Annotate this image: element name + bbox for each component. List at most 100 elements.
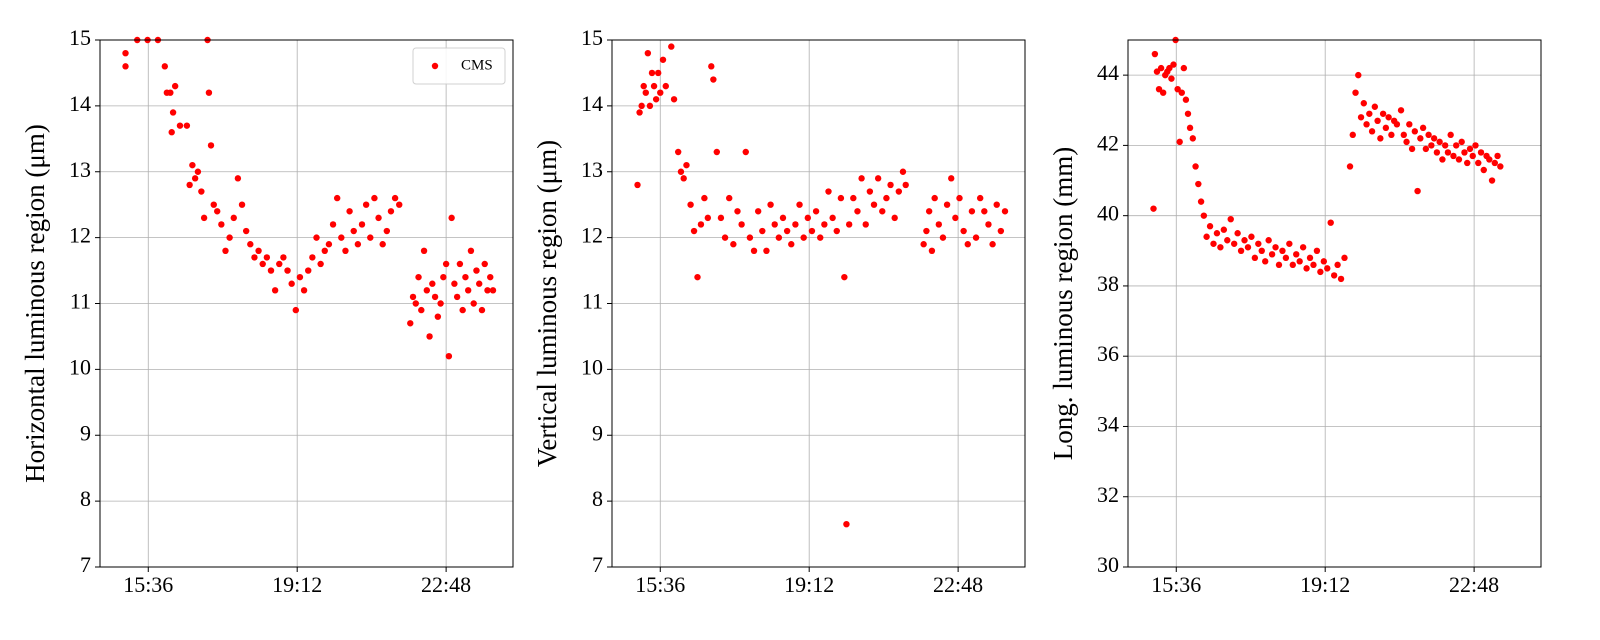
data-point: [928, 247, 936, 254]
data-point: [1306, 254, 1314, 262]
data-point: [697, 221, 705, 228]
data-point: [943, 201, 951, 208]
data-point: [833, 227, 840, 235]
data-point: [473, 267, 480, 274]
data-point: [866, 188, 874, 195]
data-point: [207, 142, 215, 149]
data-point: [456, 260, 464, 268]
data-point: [420, 247, 428, 254]
data-point: [1244, 244, 1252, 251]
data-point: [767, 201, 774, 208]
data-point: [1213, 230, 1221, 237]
data-point: [652, 96, 660, 103]
data-point: [677, 168, 685, 175]
data-point: [238, 201, 246, 208]
data-point: [981, 208, 988, 215]
data-point: [267, 267, 275, 274]
subplot: 7 8 9 10 11 12 13 14 15 15:36 19:12 22:48 Vertical l…: [532, 25, 1026, 597]
x-tick-label: 22:48: [933, 572, 983, 597]
data-point: [375, 214, 382, 222]
data-point: [1296, 258, 1303, 265]
data-point: [644, 49, 652, 57]
data-point: [434, 313, 442, 320]
data-point: [1334, 261, 1341, 269]
y-axis-label: Vertical luminous region (μm): [532, 140, 562, 467]
data-point: [218, 221, 225, 228]
data-point: [920, 241, 927, 248]
data-point: [407, 320, 414, 327]
data-point: [387, 208, 395, 215]
data-point: [837, 194, 845, 202]
data-point: [412, 300, 419, 307]
data-point: [1414, 187, 1421, 195]
data-point: [1210, 240, 1217, 247]
y-axis-label: Horizontal luminous region (μm): [20, 124, 50, 483]
data-point: [642, 89, 649, 96]
data-point: [191, 175, 199, 182]
data-point: [1255, 240, 1262, 247]
data-point: [931, 194, 938, 202]
data-point: [650, 82, 658, 90]
data-point: [1491, 159, 1499, 167]
data-point: [437, 300, 444, 307]
y-tick-label: 11: [582, 289, 603, 314]
data-point: [186, 181, 193, 189]
axes-frame: [611, 39, 1026, 568]
data-point: [470, 300, 477, 307]
data-point: [754, 208, 762, 215]
data-point: [226, 234, 233, 241]
data-point: [1320, 258, 1328, 265]
data-point: [1224, 237, 1231, 244]
data-point: [161, 63, 169, 70]
data-point: [1477, 149, 1485, 156]
y-tick-label: 14: [581, 91, 603, 116]
data-point: [423, 287, 431, 294]
data-point: [1382, 124, 1390, 132]
data-point: [462, 273, 469, 281]
data-point: [271, 287, 279, 294]
y-tick-label: 12: [69, 223, 91, 248]
data-point: [1282, 254, 1290, 262]
data-point: [1258, 247, 1265, 254]
data-point: [1419, 124, 1427, 132]
data-point: [985, 221, 992, 228]
data-point: [317, 260, 324, 268]
data-point: [464, 287, 472, 294]
data-point: [668, 43, 675, 50]
data-point: [1293, 251, 1300, 258]
data-point: [1203, 233, 1210, 240]
data-point: [638, 102, 645, 110]
data-point: [234, 175, 242, 182]
y-axis-label: Long. luminous region (mm): [1048, 147, 1078, 460]
data-point: [968, 208, 976, 215]
data-point: [1488, 177, 1496, 184]
data-point: [1241, 237, 1248, 244]
data-point: [1286, 240, 1293, 247]
data-point: [418, 306, 425, 314]
data-point: [459, 306, 466, 314]
data-point: [948, 175, 955, 182]
data-point: [1452, 142, 1460, 149]
data-point: [659, 56, 667, 63]
data-point: [1497, 163, 1504, 170]
y-tick-label: 10: [69, 354, 91, 379]
data-point: [734, 208, 741, 215]
data-point: [1275, 261, 1283, 269]
data-point: [194, 168, 202, 175]
data-point: [371, 194, 378, 202]
subplot: 30 32 34 36 38 40 42 44 15:36 19:12 22:48 Long. lum…: [1048, 36, 1542, 597]
data-point: [1197, 198, 1205, 205]
data-point: [964, 241, 971, 248]
data-point: [1289, 261, 1296, 269]
data-point: [701, 194, 708, 202]
y-tick-label: 30: [1097, 552, 1119, 577]
data-point: [1388, 131, 1395, 139]
y-tick-label: 10: [581, 354, 603, 379]
data-point: [687, 201, 694, 208]
data-point: [792, 221, 799, 228]
data-point: [1379, 110, 1387, 117]
data-point: [1248, 233, 1255, 240]
data-point: [445, 353, 453, 360]
data-point: [200, 214, 208, 222]
data-point: [1327, 219, 1334, 226]
